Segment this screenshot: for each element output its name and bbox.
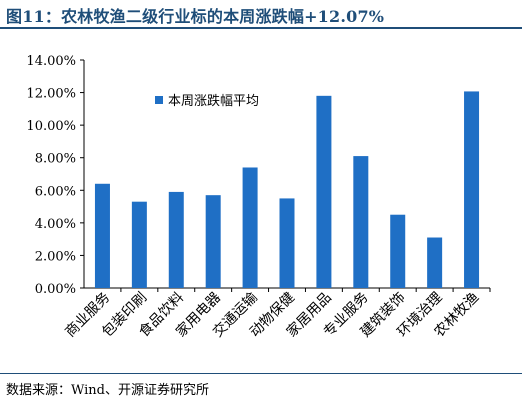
bar [205, 195, 221, 288]
y-tick-label: 10.00% [26, 119, 76, 134]
legend: 本周涨跌幅平均 [155, 93, 259, 109]
bar [168, 191, 184, 288]
bar [94, 183, 110, 288]
bar-chart: 0.00% 2.00% 4.00% 6.00% 8.00% 10.00% 12.00% 14.… [26, 54, 491, 341]
y-tick-label: 0.00% [35, 282, 76, 297]
bar [464, 91, 480, 288]
bar [279, 198, 295, 288]
bar [390, 214, 406, 288]
y-tick-label: 6.00% [35, 184, 76, 199]
bar [427, 237, 443, 288]
title-divider [0, 27, 522, 29]
y-tick-label: 12.00% [26, 87, 76, 102]
category-labels: 商业服务包装印刷食品饮料家用电器交通运输动物保健家居用品专业服务建筑装饰环境治理… [62, 289, 482, 341]
y-tick-label: 2.00% [35, 249, 76, 264]
bar [316, 95, 332, 288]
bar [131, 201, 147, 288]
bar-group [94, 91, 491, 292]
bar [242, 167, 258, 288]
y-axis-ticks: 0.00% 2.00% 4.00% 6.00% 8.00% 10.00% 12.00% 14.… [26, 54, 84, 297]
legend-label: 本周涨跌幅平均 [168, 93, 259, 109]
y-tick-label: 8.00% [35, 152, 76, 167]
bar [353, 156, 369, 288]
y-tick-label: 14.00% [26, 54, 76, 69]
chart-title: 图11：农林牧渔二级行业标的本周涨跌幅+12.07% [6, 7, 385, 26]
source-divider [0, 373, 522, 374]
y-tick-label: 4.00% [35, 217, 76, 232]
source-note: 数据来源：Wind、开源证券研究所 [6, 383, 209, 398]
legend-swatch [155, 96, 163, 104]
